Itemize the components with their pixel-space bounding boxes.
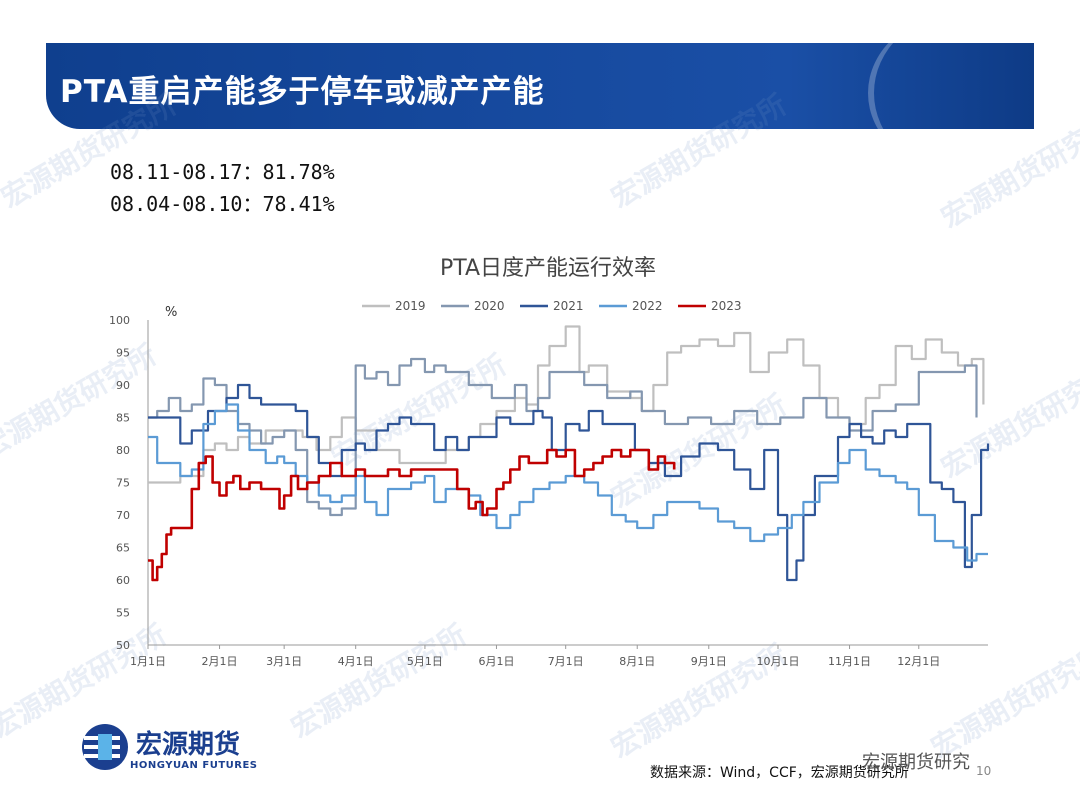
axes: 50 55 60 65 70 75 80 85 90 95 100 1月1日 2月1日 3月1日 4月1日 5…: [109, 314, 988, 668]
series-lines: [148, 325, 990, 582]
y-tick-label: 55: [116, 607, 130, 620]
legend: 2019 2020 2021 2022 2023: [362, 299, 742, 313]
y-axis-label: %: [165, 305, 177, 320]
company-logo-text: 宏源期货: [136, 730, 241, 760]
x-tick-label: 11月1日: [828, 655, 871, 668]
x-tick-label: 8月1日: [619, 655, 655, 668]
page-number: 10: [976, 764, 992, 778]
page-title: PTA重启产能多于停车或减产产能: [60, 74, 545, 110]
banner-decoration: [868, 43, 1034, 129]
series-line-2022: [148, 403, 988, 562]
legend-label-2022: 2022: [632, 299, 663, 313]
x-tick-label: 4月1日: [338, 655, 374, 668]
data-source: 数据来源：Wind，CCF，宏源期货研究所: [650, 765, 909, 781]
x-tick-label: 3月1日: [266, 655, 302, 668]
y-tick-label: 65: [116, 542, 130, 555]
wechat-watermark: 宏源期货研究: [862, 752, 970, 773]
stat-current-week: 08.11-08.17：81.78%: [110, 160, 335, 184]
stat-previous-week: 08.04-08.10：78.41%: [110, 192, 335, 216]
y-tick-label: 85: [116, 412, 130, 425]
series-line-2020: [148, 357, 978, 517]
x-tick-label: 12月1日: [897, 655, 940, 668]
x-tick-label: 1月1日: [130, 655, 166, 668]
y-tick-label: 90: [116, 379, 130, 392]
legend-label-2021: 2021: [553, 299, 584, 313]
legend-label-2023: 2023: [711, 299, 742, 313]
x-tick-label: 2月1日: [202, 655, 238, 668]
y-tick-label: 100: [109, 314, 130, 327]
y-tick-label: 50: [116, 639, 130, 652]
x-tick-label: 5月1日: [407, 655, 443, 668]
y-tick-label: 75: [116, 477, 130, 490]
y-tick-label: 80: [116, 444, 130, 457]
chart-title: PTA日度产能运行效率: [440, 256, 656, 281]
company-logo-icon: [82, 724, 128, 770]
x-tick-label: 7月1日: [548, 655, 584, 668]
legend-label-2020: 2020: [474, 299, 505, 313]
series-line-2021: [148, 383, 990, 582]
y-tick-label: 70: [116, 509, 130, 522]
legend-label-2019: 2019: [395, 299, 426, 313]
x-tick-label: 6月1日: [478, 655, 514, 668]
title-banner: [46, 43, 1034, 129]
y-tick-label: 60: [116, 574, 130, 587]
series-line-2023: [148, 448, 676, 582]
x-tick-label: 10月1日: [757, 655, 800, 668]
company-logo-subtitle: HONGYUAN FUTURES: [130, 760, 258, 771]
x-tick-label: 9月1日: [691, 655, 727, 668]
y-tick-label: 95: [116, 347, 130, 360]
